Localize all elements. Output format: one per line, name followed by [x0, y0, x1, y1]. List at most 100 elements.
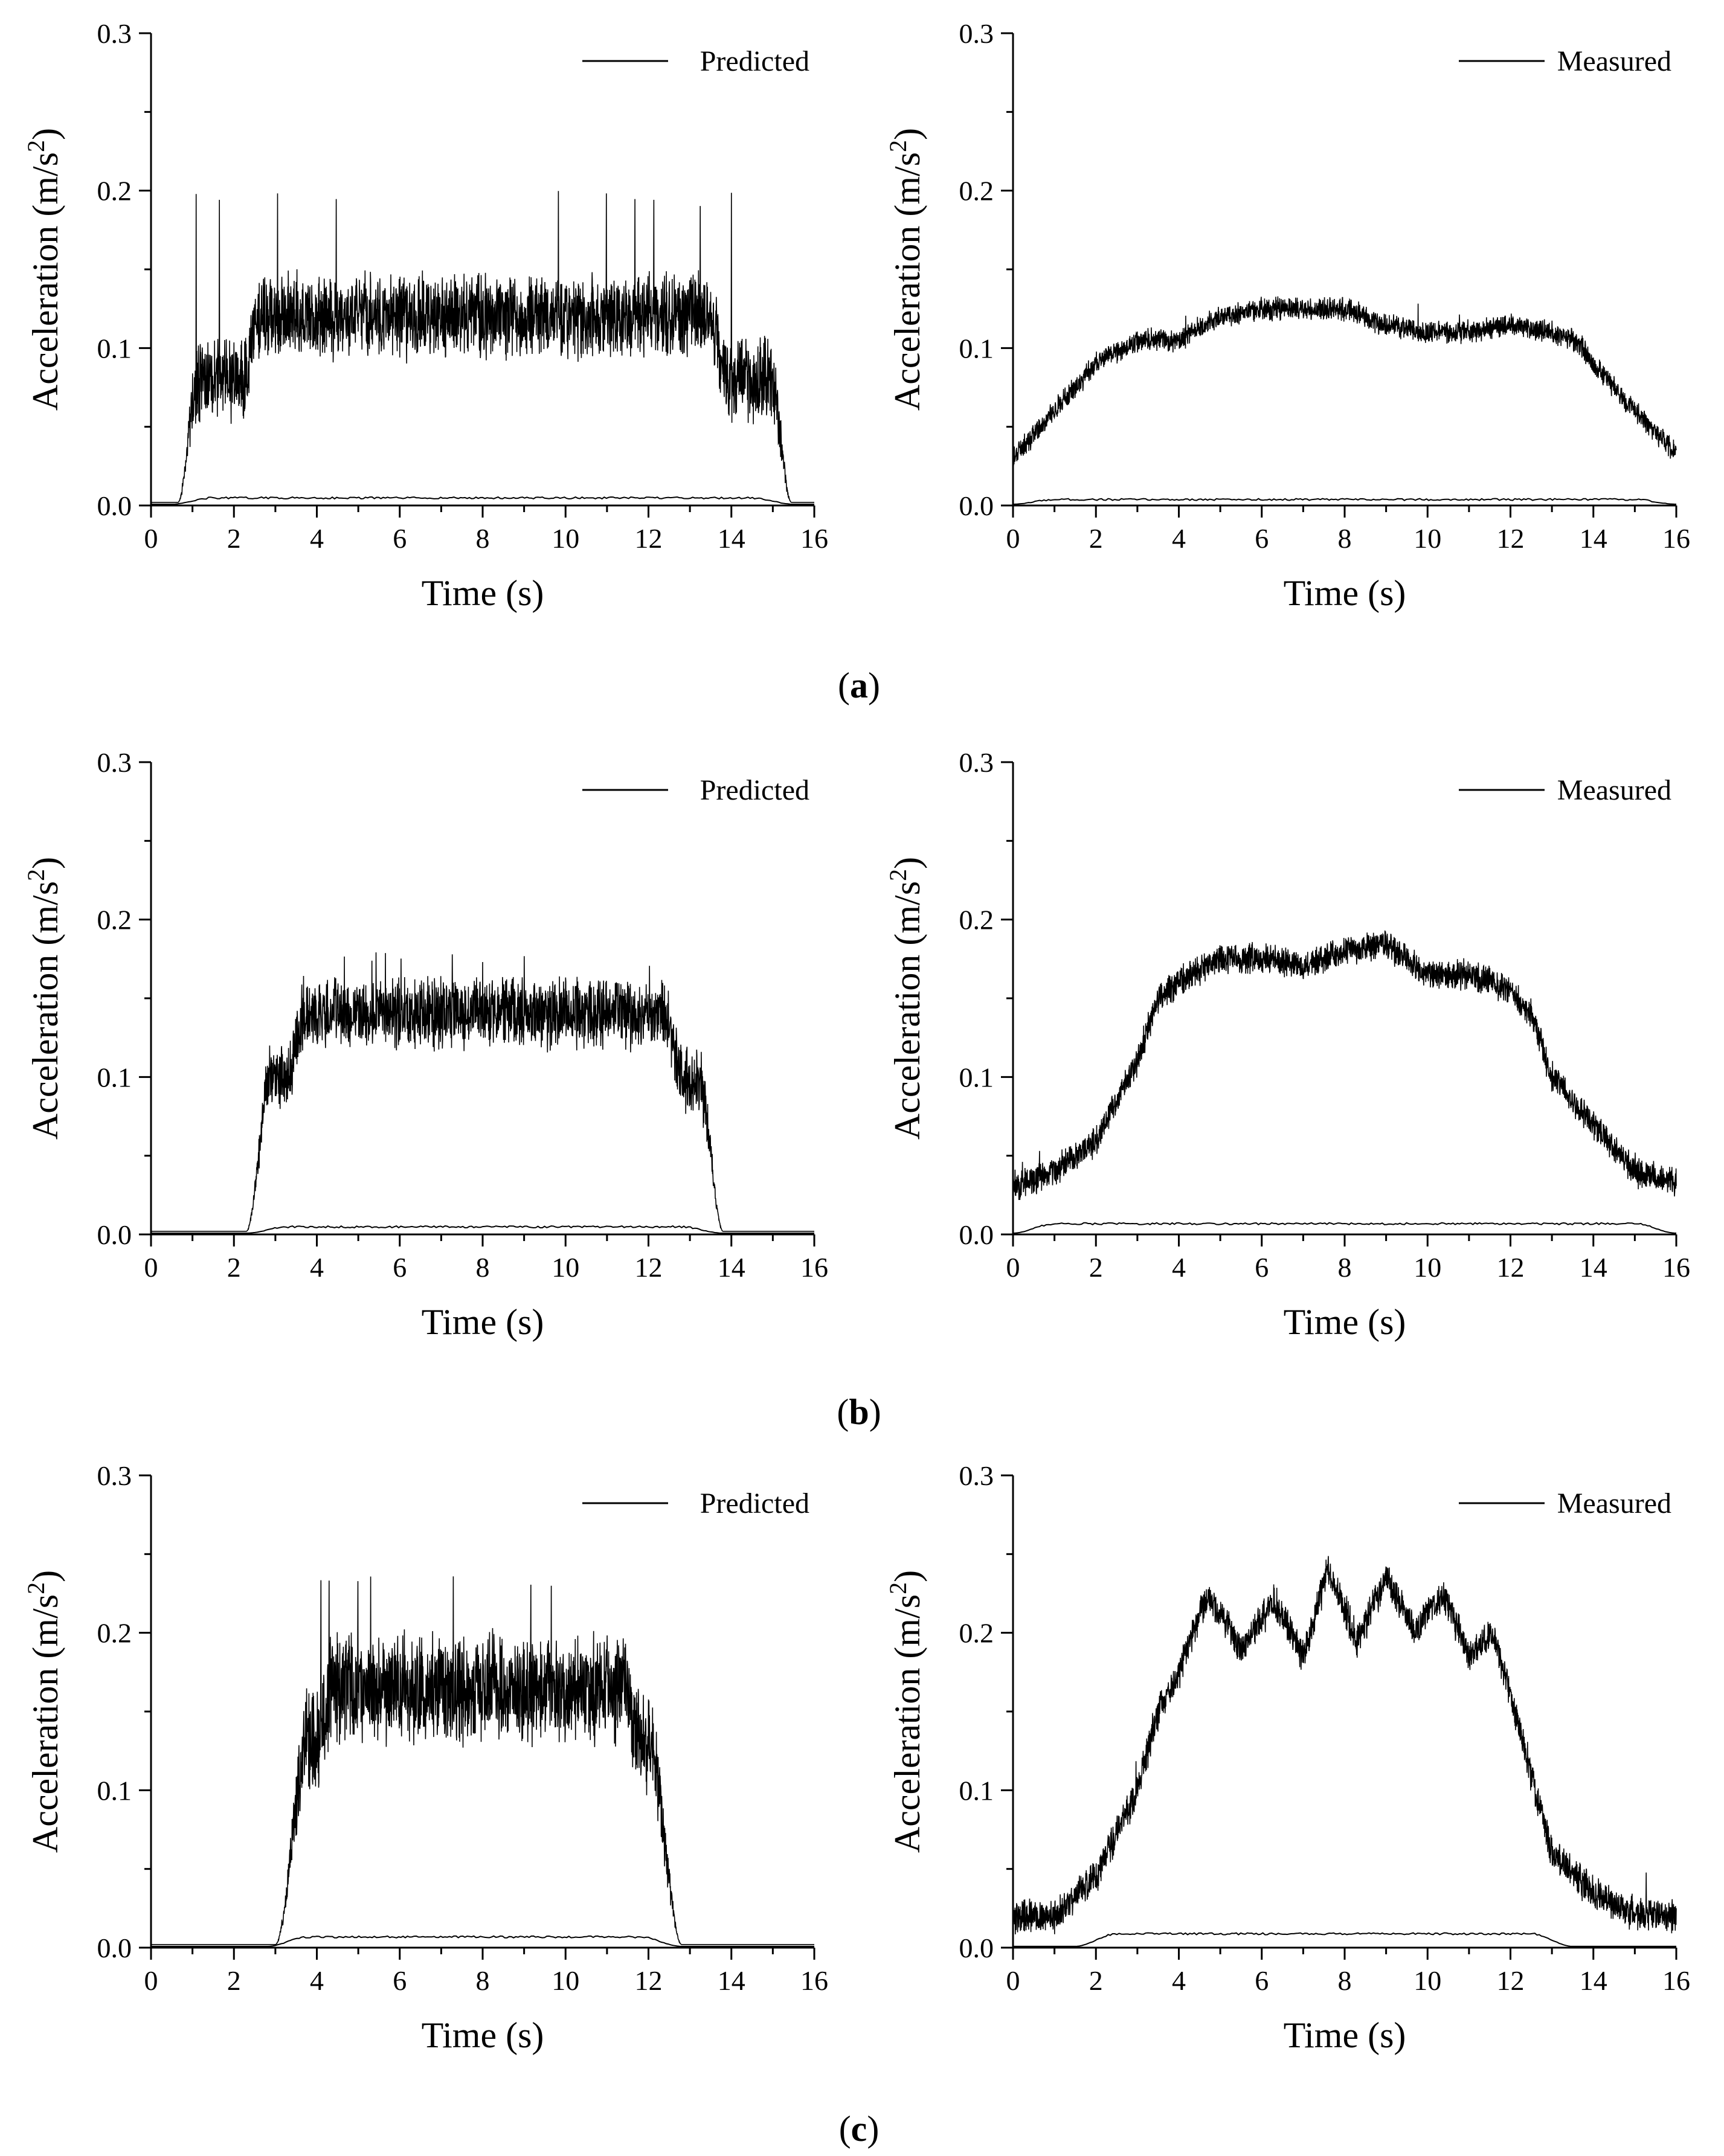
x-tick-label: 12	[635, 1965, 663, 1996]
y-tick-label: 0.0	[959, 1219, 994, 1250]
y-tick-label: 0.3	[97, 18, 132, 49]
x-tick-label: 6	[1255, 523, 1269, 554]
x-tick-label: 12	[635, 1252, 663, 1283]
x-tick-label: 10	[1414, 523, 1441, 554]
x-tick-label: 4	[1172, 1252, 1186, 1283]
caption-b: (b)	[837, 1392, 881, 1432]
legend-label: Measured	[1557, 774, 1671, 806]
x-tick-label: 14	[1580, 1965, 1607, 1996]
chart-panel-c-predicted: 0 2 4 6 8 10 12 14 16 0.0 0.1 0.2 0.3 Time (s) Acceler…	[22, 1460, 828, 2055]
y-axis-title-close: )	[887, 857, 927, 869]
y-tick-label: 0.0	[959, 1933, 994, 1963]
x-tick-label: 8	[476, 1965, 490, 1996]
x-tick-label: 8	[1338, 1252, 1352, 1283]
y-tick-label: 0.3	[959, 747, 994, 778]
envelope-series-line	[1012, 1222, 1677, 1234]
x-tick-label: 8	[1338, 1965, 1352, 1996]
x-tick-label: 2	[1089, 1965, 1103, 1996]
x-axis-title: Time (s)	[422, 573, 544, 613]
y-axis-title-superscript: 2	[884, 1582, 912, 1594]
x-tick-label: 10	[552, 1965, 579, 1996]
x-tick-label: 0	[144, 523, 158, 554]
y-tick-label: 0.0	[97, 490, 132, 521]
x-tick-label: 6	[393, 523, 407, 554]
y-axis-title-superscript: 2	[884, 869, 912, 881]
y-tick-label: 0.0	[97, 1933, 132, 1963]
x-tick-label: 2	[1089, 523, 1103, 554]
x-tick-label: 16	[800, 1252, 828, 1283]
y-axis-title-close: )	[887, 128, 927, 140]
y-tick-label: 0.3	[959, 1460, 994, 1491]
x-tick-label: 12	[1497, 523, 1525, 554]
x-tick-label: 2	[227, 1965, 241, 1996]
y-axis-title: Acceleration (m/s2)	[22, 1570, 65, 1853]
x-tick-label: 2	[227, 523, 241, 554]
measured-series-line	[1012, 296, 1677, 466]
y-axis-title-close: )	[25, 1570, 65, 1582]
x-tick-label: 16	[800, 1965, 828, 1996]
envelope-series-line	[151, 1225, 814, 1234]
legend-label: Measured	[1557, 45, 1671, 77]
x-tick-label: 8	[1338, 523, 1352, 554]
x-tick-label: 8	[476, 523, 490, 554]
y-tick-label: 0.2	[959, 1618, 994, 1649]
x-tick-label: 4	[1172, 1965, 1186, 1996]
y-axis-title: Acceleration (m/s2)	[884, 128, 927, 411]
x-tick-label: 10	[552, 1252, 579, 1283]
y-tick-label: 0.1	[959, 1062, 994, 1092]
y-tick-label: 0.3	[97, 747, 132, 778]
measured-series-line	[1012, 1556, 1677, 1935]
y-tick-label: 0.2	[959, 176, 994, 207]
chart-panel-a-measured: 0 2 4 6 8 10 12 14 16 0.0 0.1 0.2 0.3 Time (s) Acceler…	[884, 18, 1690, 613]
y-tick-label: 0.2	[97, 905, 132, 935]
x-tick-label: 0	[1006, 523, 1020, 554]
predicted-series-line	[151, 191, 814, 503]
y-tick-label: 0.2	[959, 905, 994, 935]
y-axis-title-main: Acceleration (m/s	[25, 1594, 65, 1853]
x-axis-title: Time (s)	[1284, 2015, 1406, 2055]
y-tick-label: 0.2	[97, 1618, 132, 1649]
x-tick-label: 6	[393, 1252, 407, 1283]
y-axis-title-superscript: 2	[22, 140, 50, 152]
x-tick-label: 8	[476, 1252, 490, 1283]
x-tick-label: 0	[144, 1965, 158, 1996]
y-axis-title-main: Acceleration (m/s	[25, 152, 65, 411]
envelope-series-line	[151, 1935, 814, 1947]
x-tick-label: 12	[1497, 1252, 1525, 1283]
x-tick-label: 4	[1172, 523, 1186, 554]
measured-series-line	[1012, 930, 1677, 1201]
x-tick-label: 0	[1006, 1252, 1020, 1283]
caption-a: (a)	[838, 666, 880, 705]
chart-panel-c-measured: 0 2 4 6 8 10 12 14 16 0.0 0.1 0.2 0.3 Time (s) Acceler…	[884, 1460, 1690, 2055]
x-tick-label: 6	[393, 1965, 407, 1996]
y-axis-title-main: Acceleration (m/s	[887, 1594, 927, 1853]
y-axis-title-superscript: 2	[22, 869, 50, 881]
y-axis-title-main: Acceleration (m/s	[887, 152, 927, 411]
legend-label: Measured	[1557, 1487, 1671, 1519]
y-tick-label: 0.1	[97, 1062, 132, 1092]
envelope-series-line	[151, 496, 814, 505]
x-tick-label: 14	[718, 1252, 745, 1283]
chart-panel-a-predicted: 0 2 4 6 8 10 12 14 16 0.0 0.1 0.2 0.3 Time (s) Acceler…	[22, 18, 828, 613]
y-tick-label: 0.1	[97, 1775, 132, 1806]
x-tick-label: 2	[227, 1252, 241, 1283]
y-tick-label: 0.1	[97, 333, 132, 364]
x-tick-label: 10	[1414, 1965, 1441, 1996]
legend-label: Predicted	[700, 45, 809, 77]
x-tick-label: 14	[1580, 1252, 1607, 1283]
x-tick-label: 12	[1497, 1965, 1525, 1996]
x-tick-label: 16	[800, 523, 828, 554]
x-tick-label: 4	[310, 1252, 324, 1283]
envelope-series-line	[1013, 1932, 1676, 1947]
x-tick-label: 2	[1089, 1252, 1103, 1283]
chart-panel-b-measured: 0 2 4 6 8 10 12 14 16 0.0 0.1 0.2 0.3 Time (s) Acceler…	[884, 747, 1690, 1342]
x-tick-label: 10	[552, 523, 579, 554]
y-axis-title: Acceleration (m/s2)	[22, 128, 65, 411]
y-tick-label: 0.2	[97, 176, 132, 207]
x-axis-title: Time (s)	[1284, 1302, 1406, 1342]
x-axis-title: Time (s)	[422, 2015, 544, 2055]
x-tick-label: 16	[1662, 1252, 1690, 1283]
y-tick-label: 0.3	[97, 1460, 132, 1491]
x-tick-label: 16	[1662, 1965, 1690, 1996]
